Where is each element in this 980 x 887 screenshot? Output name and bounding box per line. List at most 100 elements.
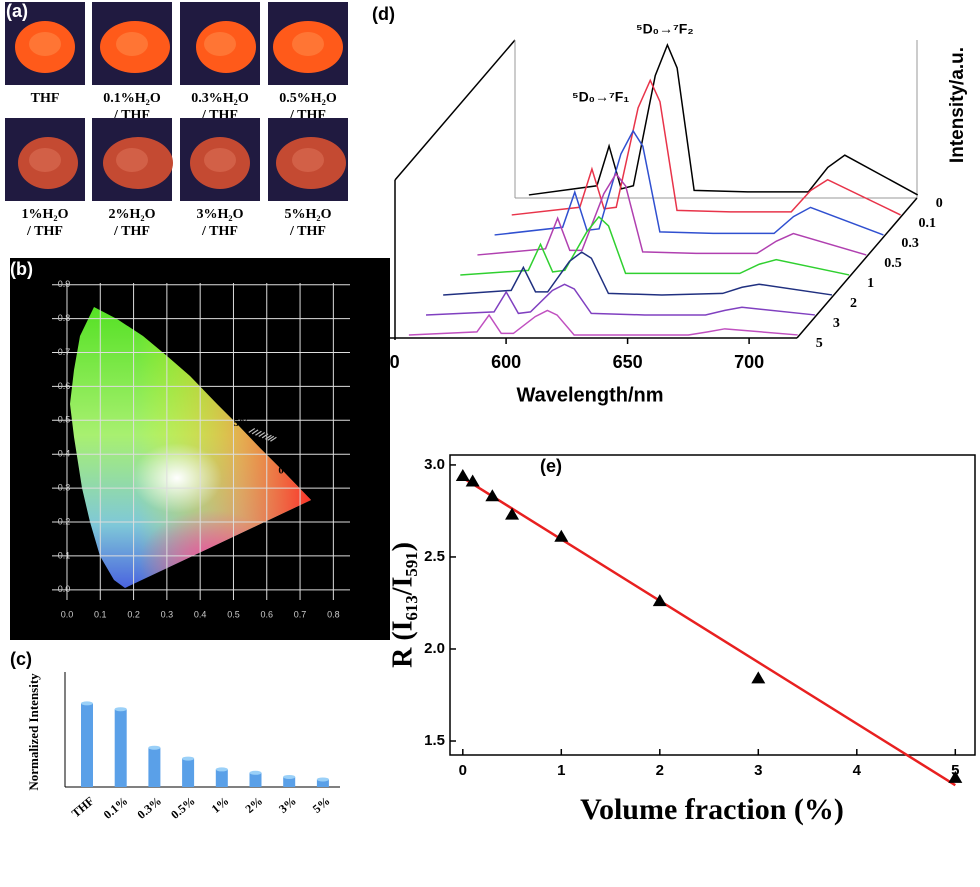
x-tick-label: 0.7 (294, 609, 307, 619)
powder-glow (204, 148, 236, 172)
panel-label: (b) (10, 259, 33, 279)
annotation: ⁵D₀→⁷F₂ (636, 21, 694, 37)
powder-glow (29, 32, 61, 56)
panel-label: (e) (540, 456, 562, 476)
photo-label: / THF (201, 224, 238, 239)
panel-c: THF 0.1% 0.3% 0.5% 1% 2% 3% 5% Normalized Intens… (10, 649, 340, 822)
spectrum (460, 215, 850, 276)
panel-a: THF 0.1%H₂O / THF 0.3%H₂O / THF 0.5%H₂O / THF 1… (5, 1, 348, 239)
bar (283, 776, 296, 787)
series-label: 0.1 (919, 216, 937, 231)
bar-top (316, 777, 329, 782)
x-tick-label: 1 (557, 762, 565, 779)
bar-top (249, 770, 262, 775)
bar-top (182, 756, 195, 761)
x-tick-label: 600 (491, 352, 521, 372)
panel-e: 0 1 2 3 4 5 1.5 2.0 2.5 3.0 Volume fraction (%) R (… (387, 454, 976, 826)
bar (215, 769, 228, 787)
x-tick-label: 5 (951, 762, 959, 779)
photo-label: / THF (113, 224, 150, 239)
spectrum (494, 129, 884, 236)
x-tick-label: 0.6 (261, 609, 274, 619)
cie-point (258, 432, 266, 438)
x-tick-label: 4 (853, 762, 862, 779)
marker (505, 507, 520, 520)
cie-point (251, 429, 259, 435)
photo-label: 1%H₂O (22, 207, 69, 222)
shift-arrow (246, 424, 284, 471)
series-label: 1 (867, 276, 874, 291)
spectrum (425, 283, 815, 316)
powder-glow (116, 148, 148, 172)
y-tick-label: 0.7 (58, 347, 71, 357)
panel-label: (c) (10, 649, 32, 669)
series-label: 0.5 (884, 256, 902, 271)
annotation: 5% (233, 417, 250, 429)
cie-point (255, 430, 262, 436)
x-tick-label: 2% (242, 794, 265, 816)
panel-b: 0.0 0.1 0.2 0.3 0.4 0.5 0.6 0.7 0.8 0.0 0.1 0.2 0.3 0… (10, 259, 350, 619)
x-tick-label: 700 (734, 352, 764, 372)
series-label: 0 (936, 196, 943, 211)
photo-label: 0.3%H₂O (191, 91, 249, 106)
bar (249, 772, 262, 787)
photo-label: / THF (289, 224, 326, 239)
spectrum (477, 172, 867, 256)
powder-glow (292, 148, 324, 172)
x-tick-label: 1% (209, 794, 232, 816)
annotation: 0% (278, 465, 295, 477)
x-axis-label: Wavelength/nm (516, 384, 663, 406)
plot-frame (449, 454, 976, 756)
series-label: 5 (816, 336, 823, 351)
x-tick-label: 0.4 (194, 609, 207, 619)
powder-glow (204, 32, 236, 56)
x-axis-label: Volume fraction (%) (580, 793, 844, 826)
x-tick-label: 0 (459, 762, 467, 779)
spectrum (511, 78, 901, 216)
y-tick-label: 0.8 (58, 313, 71, 323)
x-tick-label: 2 (656, 762, 664, 779)
y-axis-label: Intensity/a.u. (947, 47, 968, 163)
marker (751, 671, 766, 684)
y-tick-label: 0.3 (58, 482, 71, 492)
cie-point (267, 435, 275, 441)
y-tick-label: 1.5 (424, 732, 445, 749)
bar (148, 747, 161, 787)
spectrum (528, 43, 919, 196)
series-label: 0.3 (901, 236, 919, 251)
bar (182, 758, 195, 787)
y-tick-label: 3.0 (424, 456, 445, 473)
bar-top (81, 701, 93, 706)
series-label: 2 (850, 296, 857, 311)
photo-label: THF (31, 91, 60, 106)
waterfall-frame (370, 39, 918, 340)
x-tick-label: 3% (276, 794, 299, 816)
bar (114, 709, 127, 787)
x-tick-label: 0.1% (101, 794, 131, 822)
bar-top (215, 767, 228, 772)
cie-point (261, 433, 269, 439)
x-tick-label: THF (69, 794, 97, 821)
cie-point (248, 427, 256, 433)
x-tick-label: 0.5% (168, 794, 198, 822)
x-tick-label: 0.8 (327, 609, 340, 619)
y-tick-label: 0.0 (58, 584, 71, 594)
cie-point (270, 436, 277, 442)
y-tick-label: 0.1 (58, 550, 71, 560)
y-axis-label: Normalized Intensity (26, 673, 41, 791)
powder-glow (116, 32, 148, 56)
spectrum (443, 251, 833, 296)
marker (465, 474, 480, 487)
marker (652, 594, 667, 607)
marker (948, 770, 963, 783)
marker (485, 489, 500, 502)
panel-label: (d) (372, 4, 395, 24)
bar-top (148, 745, 161, 750)
x-tick-label: 0.5 (227, 609, 240, 619)
x-tick-label: 0.2 (127, 609, 140, 619)
annotation: ⁵D₀→⁷F₁ (572, 89, 629, 105)
x-tick-label: 650 (613, 352, 643, 372)
x-tick-label: 5% (310, 794, 333, 816)
